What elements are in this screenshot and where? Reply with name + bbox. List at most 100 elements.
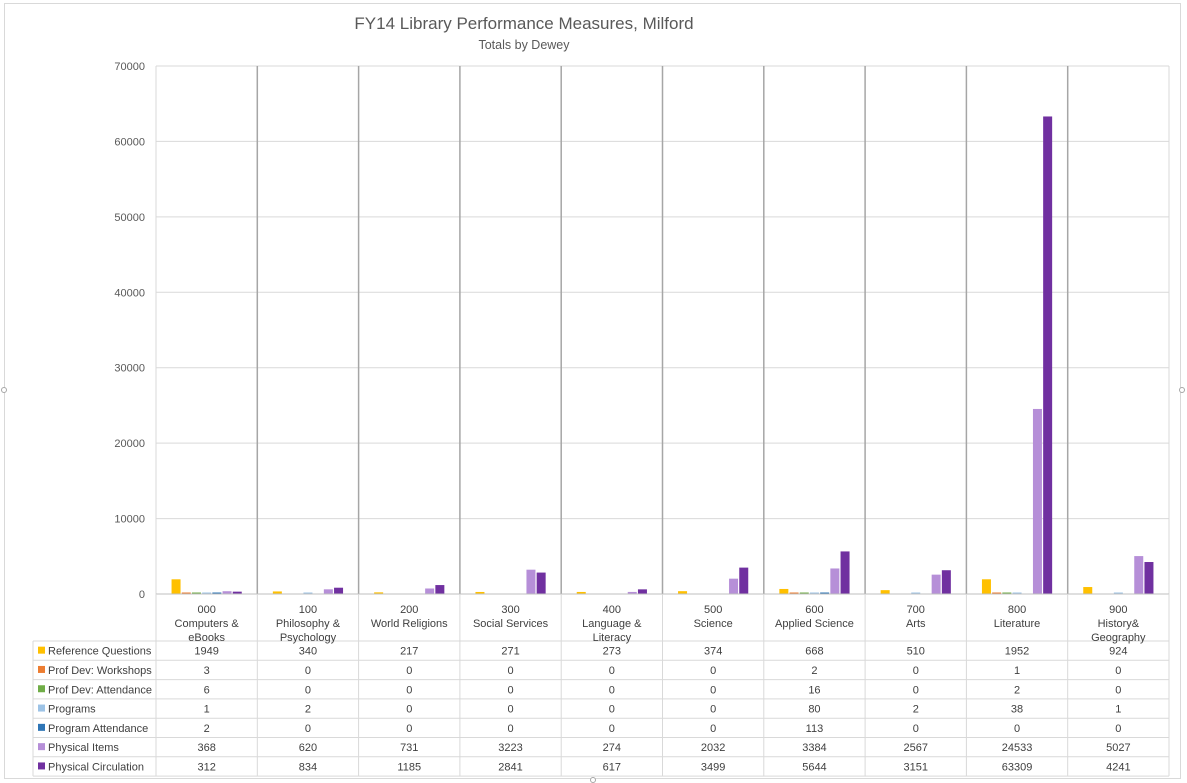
legend-label: Program Attendance — [48, 723, 148, 735]
category-label: Literature — [994, 618, 1040, 630]
data-table-cell: 3151 — [904, 761, 928, 773]
data-table-cell: 6 — [204, 684, 210, 696]
data-table-cell: 617 — [603, 761, 621, 773]
y-tick-label: 40000 — [114, 287, 145, 299]
category-label: Arts — [906, 618, 926, 630]
data-table-cell: 668 — [805, 646, 823, 658]
bars — [171, 116, 1154, 594]
bar — [880, 590, 890, 594]
legend-label: Physical Circulation — [48, 761, 144, 773]
bar — [303, 592, 313, 594]
bar — [526, 569, 536, 594]
bar — [678, 591, 688, 594]
legend-key — [38, 646, 45, 654]
gridlines — [155, 65, 1170, 594]
data-table-cell: 2 — [1014, 684, 1020, 696]
data-table-cell: 16 — [808, 684, 820, 696]
category-label: Psychology — [280, 632, 337, 644]
bar — [1144, 562, 1154, 594]
legend-label: Prof Dev: Workshops — [48, 665, 152, 677]
data-table-cell: 0 — [1014, 723, 1020, 735]
y-axis: 0 10000 20000 30000 40000 50000 60000 70000 — [114, 61, 145, 601]
bar — [830, 568, 840, 594]
bar — [941, 570, 951, 594]
data-table-cell: 3223 — [498, 742, 522, 754]
data-table-cell: 0 — [609, 704, 615, 716]
data-table-cell: 2 — [305, 704, 311, 716]
bar — [272, 591, 282, 594]
data-table-cell: 510 — [907, 646, 925, 658]
data-table-cell: 1 — [204, 704, 210, 716]
y-tick-label: 60000 — [114, 136, 145, 148]
data-table-cell: 0 — [1115, 723, 1121, 735]
legend-key — [38, 685, 45, 693]
chart-subtitle: Totals by Dewey — [478, 38, 570, 52]
y-tick-label: 50000 — [114, 212, 145, 224]
bar — [435, 585, 445, 594]
data-table-cell: 5644 — [802, 761, 826, 773]
bar — [536, 572, 546, 594]
legend-key — [38, 665, 45, 673]
data-table-cell: 2032 — [701, 742, 725, 754]
legend-label: Physical Items — [48, 742, 119, 754]
chart-title: FY14 Library Performance Measures, Milfo… — [354, 14, 693, 33]
bar — [323, 589, 333, 594]
legend-label: Programs — [48, 704, 96, 716]
category-label: 600 — [805, 604, 823, 616]
category-label: World Religions — [371, 618, 448, 630]
category-label: 900 — [1109, 604, 1127, 616]
data-table-cell: 0 — [305, 665, 311, 677]
bar — [809, 592, 819, 594]
data-table-cell: 5027 — [1106, 742, 1130, 754]
bar — [931, 574, 941, 594]
bar — [171, 579, 181, 594]
data-table-cell: 374 — [704, 646, 722, 658]
data-table-cell: 217 — [400, 646, 418, 658]
y-tick-label: 70000 — [114, 61, 145, 73]
bar — [232, 591, 242, 594]
data-table-cell: 0 — [305, 723, 311, 735]
bar — [374, 592, 384, 594]
data-table-cell: 0 — [507, 723, 513, 735]
legend-label: Reference Questions — [48, 646, 152, 658]
y-tick-label: 20000 — [114, 438, 145, 450]
category-label: 700 — [907, 604, 925, 616]
bar — [1083, 587, 1093, 594]
bar — [425, 588, 435, 594]
bar — [334, 587, 344, 594]
data-table-cell: 63309 — [1002, 761, 1033, 773]
bar — [181, 592, 191, 594]
data-table-cell: 368 — [197, 742, 215, 754]
bar — [1113, 592, 1123, 594]
bar — [475, 591, 485, 594]
category-label: History& — [1098, 618, 1140, 630]
legend-key — [38, 704, 45, 712]
bar — [981, 579, 991, 594]
bar — [191, 592, 201, 594]
category-label: 500 — [704, 604, 722, 616]
bar — [1032, 408, 1042, 594]
data-table-cell: 2 — [204, 723, 210, 735]
data-table-cell: 0 — [710, 723, 716, 735]
resize-handle-right[interactable] — [1179, 387, 1185, 393]
data-table-cell: 731 — [400, 742, 418, 754]
data-table-cell: 38 — [1011, 704, 1023, 716]
bar — [212, 592, 222, 594]
data-table-cell: 1 — [1014, 665, 1020, 677]
bar — [1043, 116, 1053, 594]
bar — [992, 592, 1002, 594]
legend-label: Prof Dev: Attendance — [48, 684, 152, 696]
bar — [202, 592, 212, 594]
y-tick-label: 10000 — [114, 514, 145, 526]
data-table-cell: 80 — [808, 704, 820, 716]
resize-handle-left[interactable] — [1, 387, 7, 393]
data-table-cell: 1 — [1115, 704, 1121, 716]
category-label: Literacy — [593, 632, 632, 644]
category-label: Science — [694, 618, 733, 630]
y-tick-label: 0 — [139, 589, 145, 601]
legend-key — [38, 743, 45, 751]
bar — [799, 592, 809, 594]
bar — [1002, 592, 1012, 594]
data-table-cell: 0 — [305, 684, 311, 696]
